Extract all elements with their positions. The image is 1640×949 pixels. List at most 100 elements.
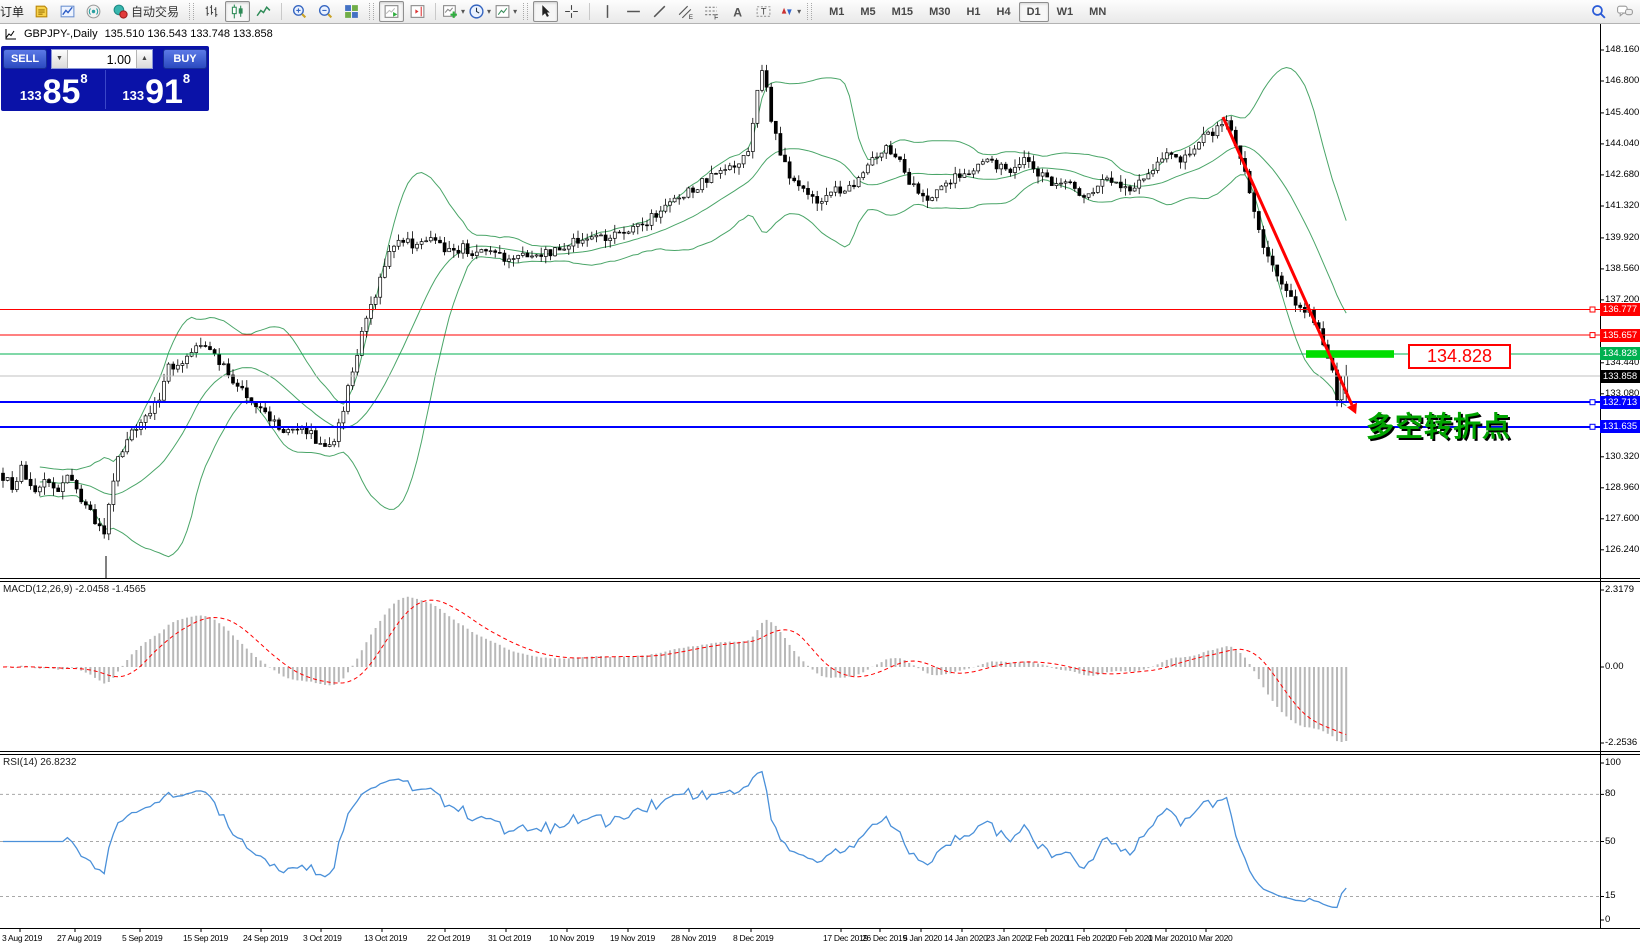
indicators-button[interactable]: ▾ bbox=[441, 1, 466, 22]
candlestick-icon bbox=[231, 4, 243, 19]
chart-shift-button[interactable] bbox=[405, 1, 430, 22]
date-tick-label: 11 Feb 2020 bbox=[1066, 933, 1110, 943]
chat-button[interactable] bbox=[1612, 1, 1637, 22]
arrows-button[interactable]: ▾ bbox=[777, 1, 802, 22]
sell-price[interactable]: 133 85 8 bbox=[3, 70, 105, 109]
price-tick-label: 142.680 bbox=[1605, 168, 1640, 180]
text-button[interactable]: A bbox=[725, 1, 750, 22]
crosshair-button[interactable] bbox=[559, 1, 584, 22]
horizontal-line-button[interactable] bbox=[621, 1, 646, 22]
tile-windows-icon bbox=[345, 5, 358, 18]
orders-label[interactable]: 订单 bbox=[0, 5, 25, 19]
svg-text:E: E bbox=[689, 14, 693, 20]
price-axis[interactable]: 148.160 146.800 145.400 144.040 142.680 141.3… bbox=[1605, 0, 1640, 949]
price-tick-label: 148.160 bbox=[1605, 44, 1640, 55]
timeframe-h4-button[interactable]: H4 bbox=[989, 2, 1019, 22]
cursor-icon bbox=[542, 5, 550, 17]
price-tick-label: 128.960 bbox=[1605, 481, 1640, 493]
toolbar-separator bbox=[435, 3, 437, 20]
support-price-callout[interactable]: 134.828 bbox=[1408, 344, 1511, 369]
rsi-tick-label: 50 bbox=[1605, 835, 1616, 847]
date-tick-label: 19 Nov 2019 bbox=[610, 933, 655, 943]
zoom-in-button[interactable] bbox=[287, 1, 312, 22]
date-tick-label: 13 Oct 2019 bbox=[364, 933, 408, 943]
zoom-out-button[interactable] bbox=[313, 1, 338, 22]
rsi-axis[interactable]: 100 80 50 15 0 bbox=[1605, 0, 1640, 949]
bar-chart-button[interactable] bbox=[199, 1, 224, 22]
rsi-tick-label: 15 bbox=[1605, 890, 1616, 902]
search-icon bbox=[1592, 5, 1606, 19]
price-tick-label: 146.800 bbox=[1605, 75, 1640, 86]
signals-button[interactable] bbox=[81, 1, 106, 22]
market-watch-button[interactable] bbox=[55, 1, 80, 22]
zoom-out-icon bbox=[318, 4, 333, 19]
price-level-label: 135.657 bbox=[1600, 328, 1640, 342]
search-button[interactable] bbox=[1586, 1, 1611, 22]
text-icon: A bbox=[733, 5, 742, 19]
rsi-value: 26.8232 bbox=[40, 757, 77, 768]
date-tick-label: 3 Aug 2019 bbox=[2, 933, 43, 943]
trendline-button[interactable] bbox=[647, 1, 672, 22]
bar-chart-icon bbox=[205, 5, 218, 17]
date-tick-label: 5 Sep 2019 bbox=[122, 933, 163, 943]
fibonacci-button[interactable]: F bbox=[699, 1, 724, 22]
date-tick-label: 3 Oct 2019 bbox=[303, 933, 342, 943]
date-tick-label: 23 Jan 2020 bbox=[986, 933, 1030, 943]
date-tick-label: 24 Sep 2019 bbox=[243, 933, 288, 943]
timeframe-mn-button[interactable]: MN bbox=[1081, 2, 1114, 22]
text-label-button[interactable]: T bbox=[751, 1, 776, 22]
cursor-button[interactable] bbox=[533, 1, 559, 22]
volume-value[interactable]: 1.00 bbox=[106, 52, 131, 67]
tile-windows-button[interactable] bbox=[339, 1, 364, 22]
buy-button[interactable]: BUY bbox=[163, 48, 207, 69]
toolbar-gripper bbox=[807, 3, 813, 20]
price-tick-label: 141.320 bbox=[1605, 199, 1640, 211]
volume-stepper: ▼ 1.00 ▲ bbox=[51, 48, 153, 69]
macd-value-signal: -1.4565 bbox=[111, 584, 146, 595]
timeframe-h1-button[interactable]: H1 bbox=[958, 2, 988, 22]
ohlc-readout: 135.510 136.543 133.748 133.858 bbox=[104, 28, 273, 40]
candlestick-chart-button[interactable] bbox=[225, 1, 251, 22]
timeframe-m1-button[interactable]: M1 bbox=[821, 2, 852, 22]
rsi-tick-label: 80 bbox=[1605, 788, 1616, 800]
timeframe-w1-button[interactable]: W1 bbox=[1049, 2, 1082, 22]
autotrading-button[interactable]: 自动交易 bbox=[107, 1, 184, 22]
macd-axis[interactable]: 2.3179 0.00 -2.2536 bbox=[1605, 0, 1640, 949]
signals-icon bbox=[86, 4, 101, 19]
timeframe-m5-button[interactable]: M5 bbox=[852, 2, 883, 22]
timeframe-m30-button[interactable]: M30 bbox=[921, 2, 958, 22]
price-tick-label: 138.560 bbox=[1605, 262, 1640, 274]
macd-label: MACD(12,26,9) bbox=[3, 584, 73, 595]
autotrading-icon bbox=[113, 4, 128, 19]
new-order-button[interactable] bbox=[29, 1, 54, 22]
sell-price-prefix: 133 bbox=[19, 88, 42, 103]
date-tick-label: 5 Jan 2020 bbox=[903, 933, 943, 943]
chevron-down-icon: ▾ bbox=[513, 6, 518, 16]
price-level-label: 136.777 bbox=[1600, 303, 1640, 317]
price-tick-label: 144.040 bbox=[1605, 137, 1640, 149]
buy-price[interactable]: 133 91 8 bbox=[104, 70, 208, 109]
price-tick-label: 126.240 bbox=[1605, 543, 1640, 555]
periods-button[interactable]: ▾ bbox=[467, 1, 492, 22]
rsi-label: RSI(14) bbox=[3, 757, 38, 768]
turning-point-text[interactable]: 多空转折点 bbox=[1366, 411, 1512, 442]
volume-decrease-button[interactable]: ▼ bbox=[52, 49, 68, 68]
equidistant-channel-button[interactable]: E bbox=[673, 1, 698, 22]
trade-panel-controls: SELL ▼ 1.00 ▲ BUY bbox=[3, 48, 207, 69]
sell-button[interactable]: SELL bbox=[3, 48, 47, 69]
date-tick-label: 10 Mar 2020 bbox=[1188, 933, 1233, 943]
timeframe-d1-button[interactable]: D1 bbox=[1018, 1, 1049, 22]
svg-text:T: T bbox=[761, 7, 767, 17]
svg-text:F: F bbox=[714, 14, 718, 20]
templates-button[interactable]: ▾ bbox=[493, 1, 518, 22]
line-chart-button[interactable] bbox=[251, 1, 276, 22]
price-tick-label: 137.200 bbox=[1605, 293, 1640, 305]
auto-scroll-button[interactable] bbox=[379, 1, 405, 22]
vertical-line-button[interactable] bbox=[595, 1, 620, 22]
sell-price-big: 85 bbox=[42, 72, 81, 111]
volume-increase-button[interactable]: ▲ bbox=[136, 49, 152, 68]
chart-shift-icon bbox=[410, 5, 425, 18]
timeframe-m15-button[interactable]: M15 bbox=[884, 2, 921, 22]
